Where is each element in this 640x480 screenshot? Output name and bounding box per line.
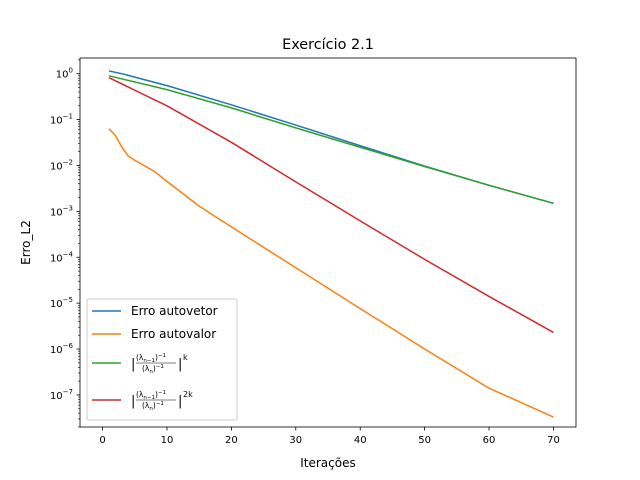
svg-text:(λn−1)−1: (λn−1)−1: [136, 353, 166, 364]
plot-frame: [79, 57, 577, 428]
x-axis-label: Iterações: [300, 456, 356, 470]
x-tick-label: 60: [483, 435, 496, 446]
y-tick-label: 10−2: [50, 158, 73, 172]
chart-title: Exercício 2.1: [282, 37, 374, 53]
legend-formula-label: | (λn−1)−1(λn)−1 | k: [131, 353, 188, 375]
legend-box: [86, 298, 238, 421]
svg-text:|: |: [131, 394, 135, 409]
x-tick-label: 70: [547, 435, 560, 446]
x-tick-label: 40: [354, 435, 367, 446]
svg-text:|: |: [178, 357, 182, 372]
y-axis-label: Erro_L2: [19, 220, 33, 265]
plot-area: [79, 57, 577, 428]
y-tick-label: 10−1: [50, 113, 73, 127]
x-tick-label: 30: [289, 435, 302, 446]
y-tick-label: 10−4: [50, 250, 74, 264]
y-tick-label: 10−3: [50, 204, 73, 218]
series-lines: [108, 70, 554, 418]
x-tick-label: 50: [418, 435, 431, 446]
series-line-series-3: [108, 75, 554, 205]
y-axis: 100 10−1 10−2 10−3 10−4 10−5 10−6 10−7: [50, 59, 80, 428]
x-tick-label: 0: [99, 435, 105, 446]
svg-text:|: |: [178, 394, 182, 409]
svg-text:(λn)−1: (λn)−1: [142, 401, 164, 412]
x-axis: 0 10 20 30 40 50 60 70: [99, 427, 560, 446]
series-line-erro-autovalor: [108, 128, 554, 418]
series-line-series-4: [108, 76, 554, 334]
y-tick-label: 100: [56, 67, 73, 81]
y-tick-label: 10−5: [50, 296, 73, 310]
svg-text:2k: 2k: [183, 390, 193, 399]
svg-text:(λn)−1: (λn)−1: [142, 364, 164, 375]
legend-label: Erro autovalor: [131, 327, 216, 341]
x-tick-label: 20: [225, 435, 238, 446]
svg-text:k: k: [183, 353, 188, 362]
x-tick-label: 10: [161, 435, 174, 446]
svg-text:|: |: [131, 357, 135, 372]
y-tick-label: 10−7: [50, 388, 73, 402]
legend-formula-label: | (λn−1)−1(λn)−1 | 2k: [131, 390, 193, 412]
y-tick-label: 10−6: [50, 342, 74, 356]
svg-text:(λn−1)−1: (λn−1)−1: [136, 390, 166, 401]
legend-label: Erro autovetor: [131, 304, 218, 318]
